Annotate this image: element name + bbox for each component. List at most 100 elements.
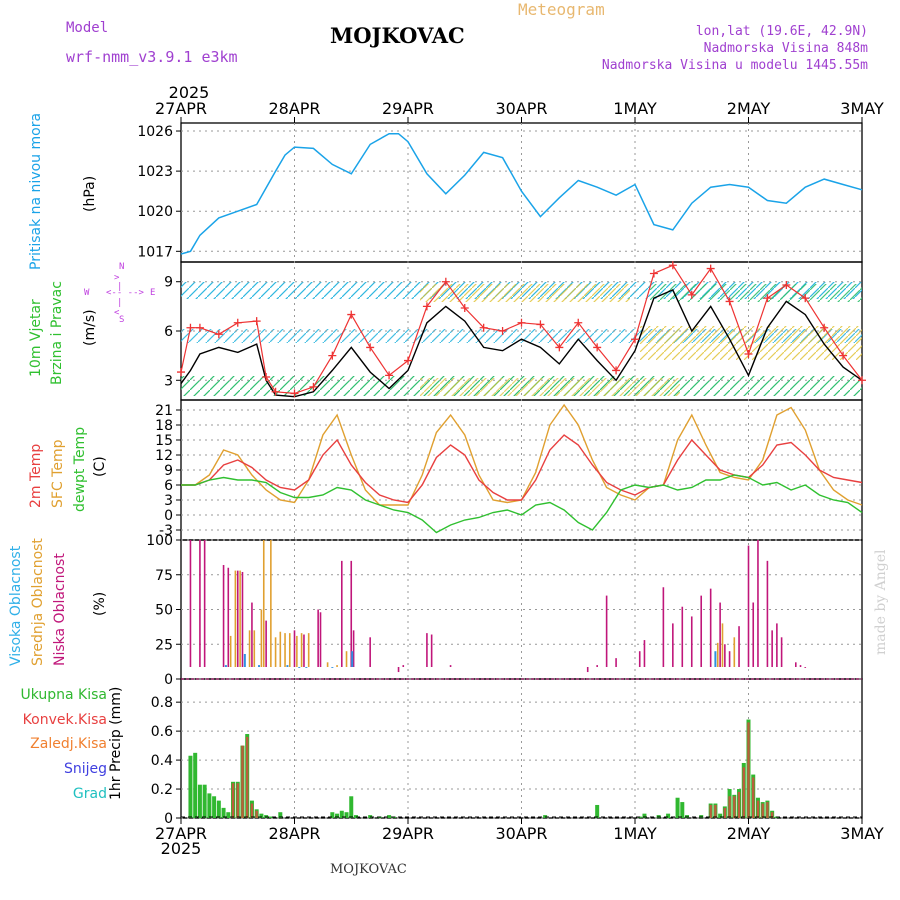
precip-bar xyxy=(675,797,680,818)
precip-bar xyxy=(221,807,226,818)
y-tick-label-4-0: 0 xyxy=(164,811,173,827)
pressure-line xyxy=(180,132,863,255)
y-tick-label-2-7: 18 xyxy=(155,418,173,434)
x-tick-label-top-3: 30APR xyxy=(495,99,547,118)
model-elevation-label: Nadmorska Visina u modelu 1445.55m xyxy=(601,58,868,73)
precip-bar xyxy=(747,722,750,818)
x-tick-label-top-4: 1MAY xyxy=(613,99,657,118)
precip-bar xyxy=(737,791,741,818)
wind-gust-marker xyxy=(347,310,356,319)
coords-label: lon,lat (19.6E, 42.9N) xyxy=(695,24,868,39)
x-tick-label-bottom-5: 2MAY xyxy=(727,824,771,843)
wind-gust-marker xyxy=(555,343,564,352)
y-tick-label-3-4: 100 xyxy=(146,533,173,549)
precip-bar xyxy=(595,804,600,818)
wind-gust-marker xyxy=(195,323,204,332)
precip-bar xyxy=(216,800,221,818)
model-label: Model xyxy=(66,20,109,36)
precip-bar xyxy=(330,812,335,818)
x-tick-label-bottom-3: 30APR xyxy=(495,824,547,843)
wind-gust-marker xyxy=(186,323,195,332)
y-tick-label-1-2: 9 xyxy=(164,275,173,291)
temp-2m-line xyxy=(181,434,863,504)
y-tick-label-3-1: 25 xyxy=(155,637,173,653)
precip-bar xyxy=(246,736,249,818)
wind-gust-marker xyxy=(404,356,412,365)
wind-gust-marker xyxy=(290,389,299,398)
precip-bar xyxy=(268,816,273,818)
wind-gust-marker xyxy=(366,343,375,352)
precip-bar xyxy=(188,755,193,818)
y-tick-label-2-3: 6 xyxy=(164,478,173,494)
precip-bar xyxy=(339,810,344,818)
wind-gust-marker xyxy=(536,320,545,329)
y-tick-label-2-2: 3 xyxy=(164,493,173,509)
precip-legend-conv: Konvek.Kisa xyxy=(22,712,107,728)
y-tick-label-0-3: 1026 xyxy=(137,124,173,140)
elevation-label: Nadmorska Visina 848m xyxy=(703,41,868,56)
footer-station: MOJKOVAC xyxy=(330,862,407,877)
y-tick-label-4-2: 0.4 xyxy=(151,753,173,769)
x-tick-label-bottom-1: 28APR xyxy=(268,824,320,843)
precip-bar xyxy=(278,812,283,818)
wind-gust-marker xyxy=(252,317,261,326)
y-tick-label-1-1: 6 xyxy=(164,324,173,340)
precip-bar xyxy=(250,803,254,818)
wind-gust-marker xyxy=(262,373,271,381)
precip-legend-hail: Grad xyxy=(72,786,107,802)
y-tick-label-2-4: 9 xyxy=(164,463,173,479)
precip-bar xyxy=(212,796,217,818)
y-tick-label-2-5: 12 xyxy=(155,448,173,464)
precip-bar xyxy=(231,783,235,818)
y-tick-label-3-2: 50 xyxy=(155,603,173,619)
wind-speed-line xyxy=(180,288,863,398)
page-title: MOJKOVAC xyxy=(330,23,465,48)
precip-bar xyxy=(202,784,207,818)
wind-gust-marker xyxy=(498,327,507,335)
y-tick-label-4-4: 0.8 xyxy=(151,695,173,711)
compass-east: E xyxy=(150,288,156,298)
dewpt-line xyxy=(181,474,863,534)
precip-bar xyxy=(335,813,340,818)
y-tick-label-0-1: 1020 xyxy=(137,204,173,220)
wind-gust-marker xyxy=(385,371,394,380)
precip-bar xyxy=(387,815,392,818)
y-tick-label-1-0: 3 xyxy=(164,373,173,389)
precip-bar xyxy=(353,815,358,818)
wind-gust-marker xyxy=(801,294,810,303)
x-tick-label-top-5: 2MAY xyxy=(727,99,771,118)
wind-gust-marker xyxy=(593,343,602,352)
wind-gust-marker xyxy=(328,351,337,360)
precip-bar xyxy=(349,796,354,818)
precip-bar xyxy=(761,803,764,818)
precip-bar xyxy=(756,800,760,818)
wind-barb-band-upper-c xyxy=(650,284,862,302)
precip-bar xyxy=(193,752,198,818)
precip-bar xyxy=(728,796,731,818)
wind-gust-marker xyxy=(177,368,185,377)
precip-bar xyxy=(766,802,769,818)
x-tick-label-bottom-4: 1MAY xyxy=(613,824,657,843)
y-tick-label-2-1: 0 xyxy=(164,508,173,524)
x-tick-label-bottom-6: 3MAY xyxy=(840,824,884,843)
wind-gust-marker xyxy=(233,318,242,327)
x-tick-label-top-1: 28APR xyxy=(268,99,320,118)
y-tick-label-2-8: 21 xyxy=(155,403,173,419)
product-label: Meteogram xyxy=(518,0,605,19)
precip-bar xyxy=(197,784,202,818)
precip-bar xyxy=(241,745,244,818)
precip-bar xyxy=(666,813,671,818)
precip-bar xyxy=(259,813,264,818)
x-tick-label-top-6: 3MAY xyxy=(840,99,884,118)
wind-gust-marker xyxy=(687,290,696,299)
y-tick-label-4-1: 0.2 xyxy=(151,782,173,798)
wind-gust-marker xyxy=(612,366,621,375)
compass-west: W xyxy=(84,288,90,298)
y-tick-label-4-3: 0.6 xyxy=(151,724,173,740)
wind-barb-band-upper-b xyxy=(420,284,630,302)
wind-gust-marker xyxy=(744,350,753,358)
precip-bar xyxy=(680,802,685,818)
y-tick-label-0-0: 1017 xyxy=(137,244,173,260)
